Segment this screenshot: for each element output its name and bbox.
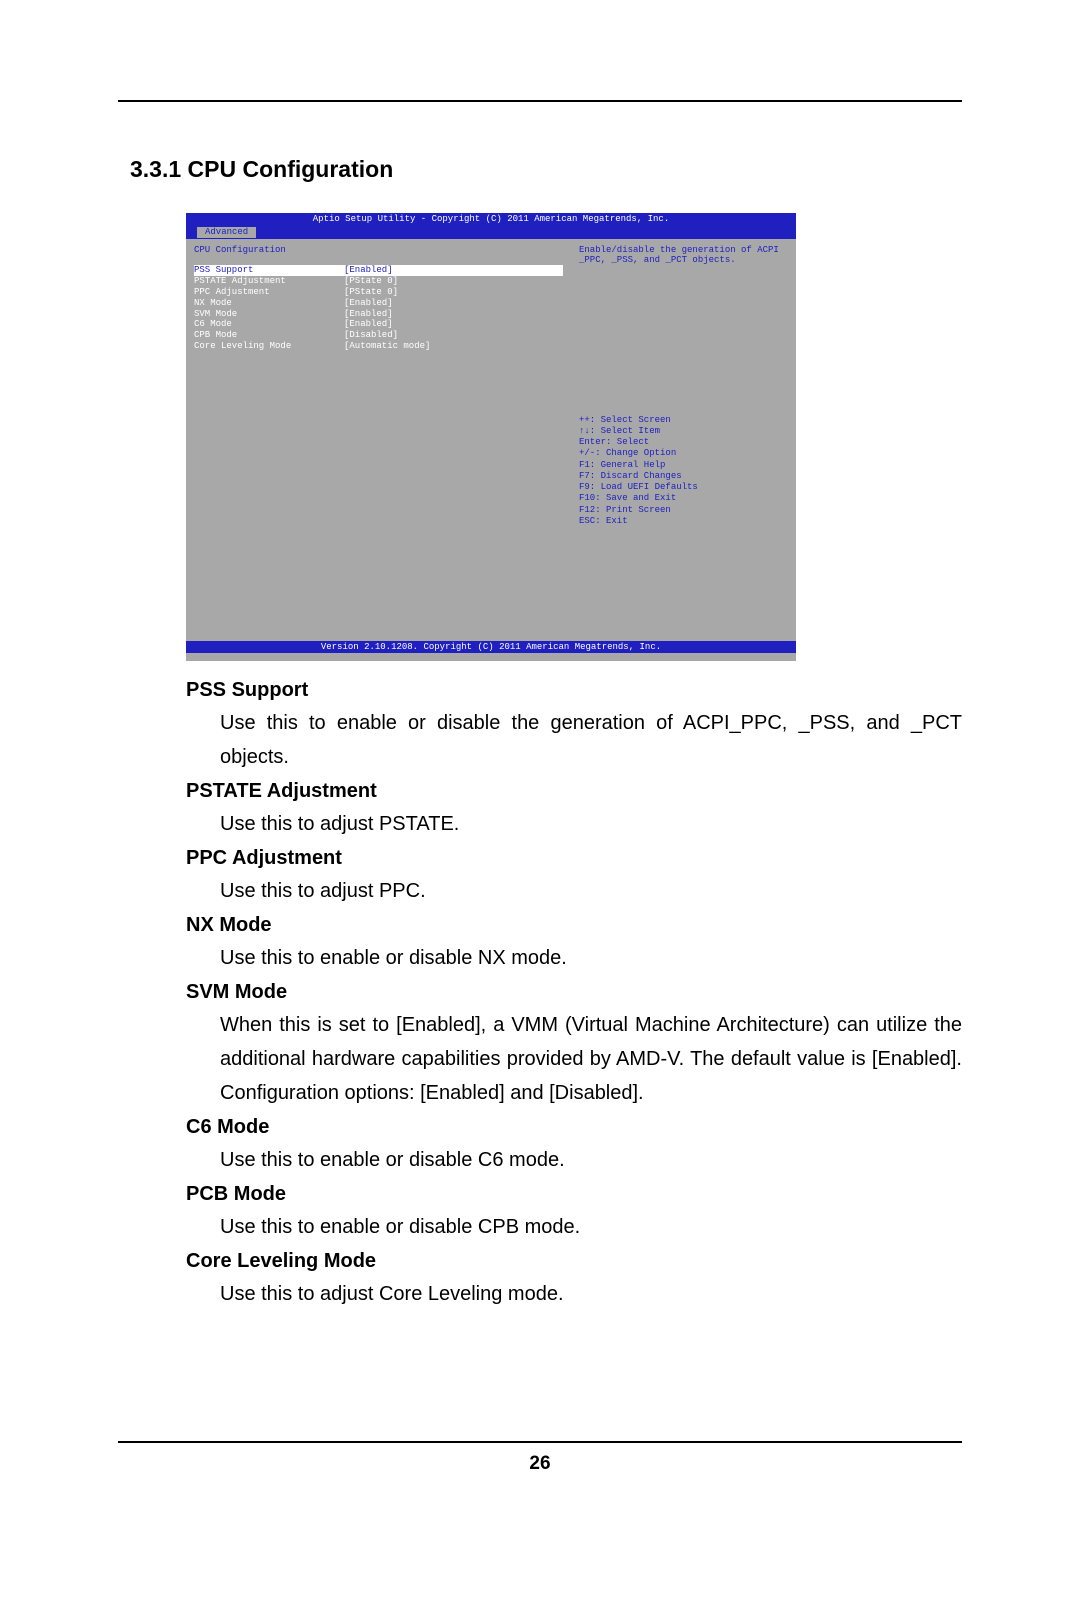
bios-setting-row: NX Mode[Enabled]: [194, 298, 563, 309]
page-number: 26: [118, 1453, 962, 1475]
bios-setting-row: PSS Support[Enabled]: [194, 265, 563, 276]
bios-key-item: F12: Print Screen: [579, 505, 788, 516]
bios-key-item: ↑↓: Select Item: [579, 426, 788, 437]
definition-term: Core Leveling Mode: [186, 1250, 962, 1273]
bios-section-title: CPU Configuration: [194, 245, 563, 256]
definition-description: Use this to adjust PPC.: [220, 874, 962, 908]
bios-setting-row: PPC Adjustment[PState 0]: [194, 287, 563, 298]
definition-term: PSS Support: [186, 679, 962, 702]
bios-setting-row: SVM Mode[Enabled]: [194, 309, 563, 320]
bios-setting-value: [Automatic mode]: [344, 341, 430, 352]
definition-term: PCB Mode: [186, 1183, 962, 1206]
bios-key-item: +/-: Change Option: [579, 448, 788, 459]
bios-key-item: F9: Load UEFI Defaults: [579, 482, 788, 493]
bios-settings-pane: CPU Configuration PSS Support[Enabled]PS…: [186, 239, 571, 641]
bios-setting-value: [Disabled]: [344, 330, 398, 341]
bios-tabs: Advanced: [186, 226, 796, 239]
bios-setting-value: [PState 0]: [344, 287, 398, 298]
bios-setting-value: [Enabled]: [344, 309, 393, 320]
bios-setting-value: [PState 0]: [344, 276, 398, 287]
bios-key-item: F7: Discard Changes: [579, 471, 788, 482]
bios-setting-value: [Enabled]: [344, 319, 393, 330]
definition-description: Use this to enable or disable CPB mode.: [220, 1210, 962, 1244]
definition-description: Use this to enable or disable C6 mode.: [220, 1143, 962, 1177]
bios-key-item: Enter: Select: [579, 437, 788, 448]
bios-footer: Version 2.10.1208. Copyright (C) 2011 Am…: [186, 641, 796, 654]
bios-tab-advanced: Advanced: [197, 227, 256, 238]
bios-setting-label: SVM Mode: [194, 309, 344, 320]
definition-term: NX Mode: [186, 914, 962, 937]
definition-description: Use this to adjust PSTATE.: [220, 807, 962, 841]
bios-key-item: F10: Save and Exit: [579, 493, 788, 504]
definition-description: When this is set to [Enabled], a VMM (Vi…: [220, 1008, 962, 1110]
bios-setting-row: CPB Mode[Disabled]: [194, 330, 563, 341]
bios-screenshot: Aptio Setup Utility - Copyright (C) 2011…: [186, 213, 796, 661]
bios-setting-label: NX Mode: [194, 298, 344, 309]
definition-term: PSTATE Adjustment: [186, 780, 962, 803]
bios-header: Aptio Setup Utility - Copyright (C) 2011…: [186, 213, 796, 226]
bios-key-legend: ++: Select Screen↑↓: Select ItemEnter: S…: [579, 415, 788, 528]
bios-setting-label: PSS Support: [194, 265, 344, 276]
bios-help-text: Enable/disable the generation of ACPI _P…: [579, 245, 788, 415]
definition-description: Use this to adjust Core Leveling mode.: [220, 1277, 962, 1311]
bios-setting-value: [Enabled]: [344, 298, 393, 309]
bios-setting-row: PSTATE Adjustment[PState 0]: [194, 276, 563, 287]
bottom-horizontal-rule: [118, 1441, 962, 1443]
bios-setting-label: C6 Mode: [194, 319, 344, 330]
bios-key-item: ESC: Exit: [579, 516, 788, 527]
bios-key-item: ++: Select Screen: [579, 415, 788, 426]
bios-setting-label: CPB Mode: [194, 330, 344, 341]
bios-setting-label: PSTATE Adjustment: [194, 276, 344, 287]
bios-help-pane: Enable/disable the generation of ACPI _P…: [571, 239, 796, 641]
section-heading: 3.3.1 CPU Configuration: [130, 156, 962, 183]
bios-setting-row: C6 Mode[Enabled]: [194, 319, 563, 330]
bios-setting-label: Core Leveling Mode: [194, 341, 344, 352]
bios-setting-label: PPC Adjustment: [194, 287, 344, 298]
bios-setting-value: [Enabled]: [344, 265, 393, 276]
definition-term: C6 Mode: [186, 1116, 962, 1139]
definition-description: Use this to enable or disable the genera…: [220, 706, 962, 774]
bios-key-item: F1: General Help: [579, 460, 788, 471]
definition-description: Use this to enable or disable NX mode.: [220, 941, 962, 975]
definition-term: PPC Adjustment: [186, 847, 962, 870]
bios-setting-row: Core Leveling Mode[Automatic mode]: [194, 341, 563, 352]
definitions-list: PSS Support Use this to enable or disable…: [186, 679, 962, 1311]
top-horizontal-rule: [118, 100, 962, 102]
definition-term: SVM Mode: [186, 981, 962, 1004]
